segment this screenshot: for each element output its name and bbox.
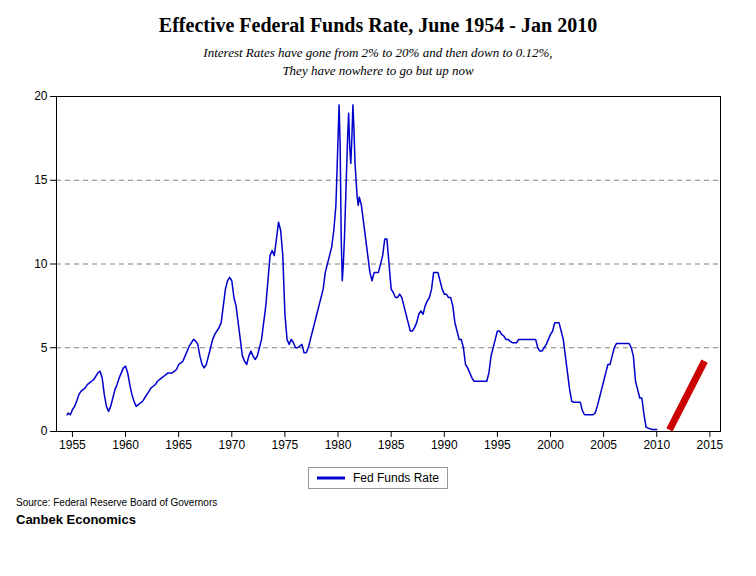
html-text:They have nowhere to go but up: They have nowhere to go but up now (282, 63, 474, 78)
svg-text:15: 15 (34, 173, 48, 187)
svg-text:1985: 1985 (378, 438, 405, 452)
svg-text:5: 5 (41, 341, 48, 355)
svg-text:2010: 2010 (643, 438, 670, 452)
svg-text:10: 10 (34, 257, 48, 271)
svg-text:1970: 1970 (218, 438, 245, 452)
svg-text:2015: 2015 (697, 438, 724, 452)
svg-text:1955: 1955 (59, 438, 86, 452)
svg-text:2000: 2000 (537, 438, 564, 452)
svg-text:1990: 1990 (431, 438, 458, 452)
html-text:Fed Funds Rate: Fed Funds Rate (353, 471, 439, 485)
svg-text:1975: 1975 (272, 438, 299, 452)
svg-text:1980: 1980 (325, 438, 352, 452)
html-text:Canbek Economics: Canbek Economics (16, 512, 136, 527)
svg-text:1960: 1960 (112, 438, 139, 452)
html-text:Source: Federal Reserve Board: Source: Federal Reserve Board of Governo… (16, 497, 218, 508)
html-text:Effective Federal Funds Rate,: Effective Federal Funds Rate, June 1954 … (158, 14, 598, 36)
svg-text:0: 0 (41, 424, 48, 438)
svg-text:1965: 1965 (165, 438, 192, 452)
html-text:Interest Rates have gone from: Interest Rates have gone from 2% to 20% … (203, 45, 553, 60)
svg-text:2005: 2005 (590, 438, 617, 452)
svg-text:1995: 1995 (484, 438, 511, 452)
svg-text:20: 20 (34, 89, 48, 103)
